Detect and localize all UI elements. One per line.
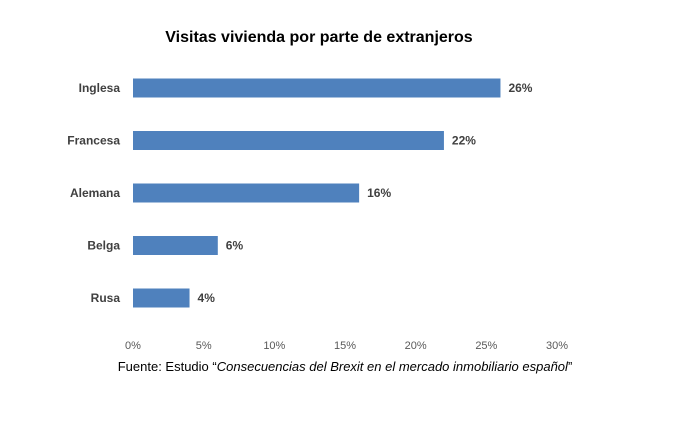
category-label-rusa: Rusa: [91, 291, 121, 305]
x-tick-label: 0%: [125, 340, 141, 352]
value-label-alemana: 16%: [367, 186, 391, 200]
x-tick-label: 5%: [196, 340, 212, 352]
bar-francesa: [133, 131, 444, 150]
bar-inglesa: [133, 78, 501, 98]
x-tick-label: 30%: [546, 340, 568, 352]
bar-rusa: [133, 288, 190, 308]
bars-group: [133, 78, 501, 308]
value-label-inglesa: 26%: [508, 81, 532, 95]
value-label-belga: 6%: [226, 239, 244, 253]
source-note: Fuente: Estudio “Consecuencias del Brexi…: [0, 359, 690, 374]
chart-title: Visitas vivienda por parte de extranjero…: [165, 29, 472, 46]
x-tick-label: 20%: [405, 340, 427, 352]
value-labels: 26% 22% 16% 6% 4%: [198, 81, 533, 305]
bar-alemana: [133, 183, 360, 203]
x-tick-label: 25%: [475, 340, 497, 352]
source-prefix: Fuente: Estudio: [117, 359, 213, 374]
source-close-quote: ”: [567, 359, 573, 374]
category-label-francesa: Francesa: [67, 134, 120, 148]
category-label-belga: Belga: [87, 239, 120, 253]
category-labels: Inglesa Francesa Alemana Belga Rusa: [67, 81, 120, 305]
x-axis-ticks: 0% 5% 10% 15% 20% 25% 30%: [125, 340, 568, 352]
category-label-inglesa: Inglesa: [79, 81, 121, 95]
category-label-alemana: Alemana: [70, 186, 120, 200]
x-tick-label: 15%: [334, 340, 356, 352]
bar-belga: [133, 236, 218, 255]
value-label-rusa: 4%: [198, 291, 216, 305]
x-tick-label: 10%: [263, 340, 285, 352]
source-open-quote: “: [212, 359, 217, 374]
value-label-francesa: 22%: [452, 134, 476, 148]
source-title: Consecuencias del Brexit en el mercado i…: [216, 359, 568, 374]
